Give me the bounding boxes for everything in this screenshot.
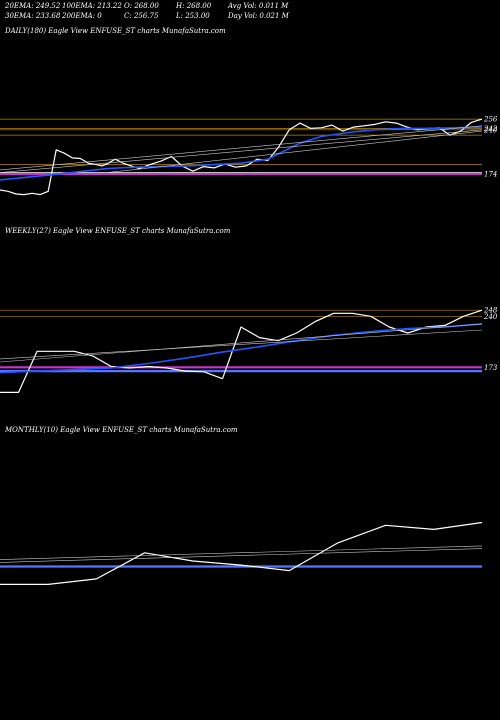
weekly-series-1 — [0, 323, 483, 374]
monthly-panel-title: MONTHLY(10) Eagle View ENFUSE_ST charts … — [5, 426, 238, 434]
monthly-series-2 — [0, 545, 483, 560]
daily-series-1 — [0, 126, 483, 181]
stat-ema30: 30EMA: 233.68 — [5, 12, 61, 20]
daily-level-label-1: 242 — [483, 125, 498, 133]
stat-ema100: 100EMA: 213.22 — [62, 2, 122, 10]
stat-ema200: 200EMA: 0 — [62, 12, 102, 20]
monthly-series-1 — [0, 548, 483, 563]
monthly-series-0 — [0, 521, 483, 586]
weekly-series-0 — [0, 309, 483, 393]
daily-level-label-0: 256 — [483, 116, 498, 124]
daily-series-0 — [0, 118, 483, 196]
weekly-series-3 — [0, 323, 483, 363]
stat-close: C: 256.75 — [124, 12, 159, 20]
stat-open: O: 268.00 — [124, 2, 159, 10]
daily-series-4 — [107, 130, 483, 173]
weekly-level-label-1: 240 — [483, 313, 498, 321]
stat-ema20: 20EMA: 249.52 — [5, 2, 61, 10]
weekly-series-2 — [0, 329, 483, 360]
daily-level-label-2: 240 — [483, 126, 498, 134]
stat-avg-vol: Avg Vol: 0.011 M — [228, 2, 289, 10]
daily-series-2 — [0, 129, 483, 173]
stat-day-vol: Day Vol: 0.021 M — [228, 12, 289, 20]
stat-low: L: 253.00 — [176, 12, 210, 20]
daily-series-3 — [0, 125, 483, 171]
stat-high: H: 268.00 — [176, 2, 212, 10]
daily-level-label-3: 174 — [484, 170, 497, 178]
weekly-level-label-0: 248 — [483, 307, 498, 315]
weekly-level-label-2: 173 — [484, 364, 498, 372]
daily-panel-title: DAILY(180) Eagle View ENFUSE_ST charts M… — [5, 27, 226, 35]
weekly-panel-title: WEEKLY(27) Eagle View ENFUSE_ST charts M… — [5, 227, 231, 235]
